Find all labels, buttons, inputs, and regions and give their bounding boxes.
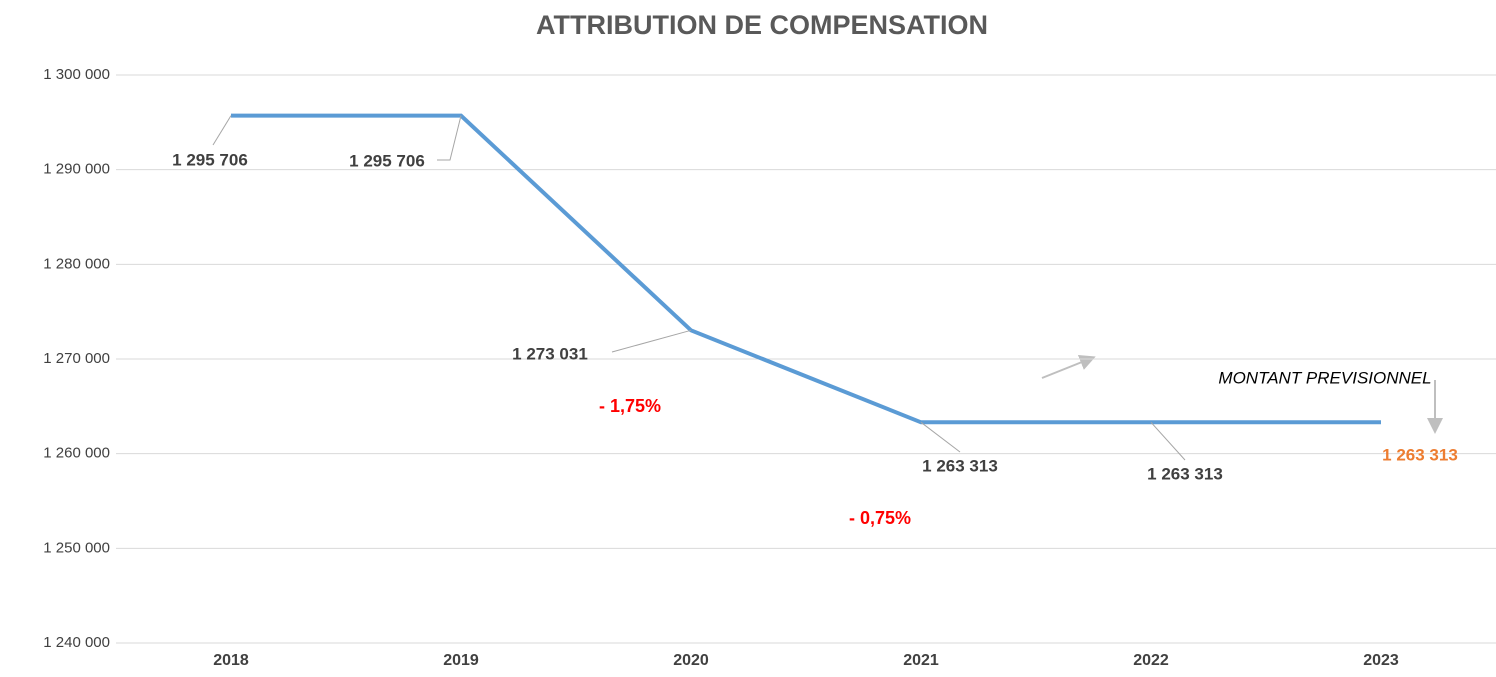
data-label: 1 263 313 [1382, 445, 1458, 464]
y-tick-label: 1 240 000 [43, 634, 110, 651]
data-label: 1 295 706 [172, 150, 248, 169]
y-tick-label: 1 290 000 [43, 161, 110, 178]
annotation: - 1,75% [599, 396, 661, 416]
leader-line [212, 115, 232, 146]
y-tick-label: 1 250 000 [43, 539, 110, 556]
x-tick-label: 2018 [213, 652, 249, 669]
x-tick-label: 2022 [1133, 652, 1169, 669]
leader-line [1150, 421, 1186, 461]
annotation: - 0,75% [849, 508, 911, 528]
leader-line [437, 115, 462, 161]
x-tick-label: 2023 [1363, 652, 1399, 669]
y-tick-label: 1 270 000 [43, 350, 110, 367]
arrow [1041, 355, 1096, 379]
y-tick-label: 1 280 000 [43, 255, 110, 272]
y-tick-label: 1 260 000 [43, 445, 110, 462]
x-tick-label: 2019 [443, 652, 479, 669]
x-tick-label: 2020 [673, 652, 709, 669]
leader-line [920, 421, 961, 453]
x-tick-label: 2021 [903, 652, 939, 669]
data-label: 1 273 031 [512, 344, 588, 363]
chart-title: ATTRIBUTION DE COMPENSATION [536, 10, 988, 40]
leader-line [611, 329, 692, 353]
line [231, 113, 1381, 425]
data-label: 1 263 313 [1147, 464, 1223, 483]
y-tick-label: 1 300 000 [43, 66, 110, 83]
annotation: MONTANT PREVISIONNEL [1218, 368, 1431, 387]
data-label: 1 263 313 [922, 456, 998, 475]
data-label: 1 295 706 [349, 151, 425, 170]
